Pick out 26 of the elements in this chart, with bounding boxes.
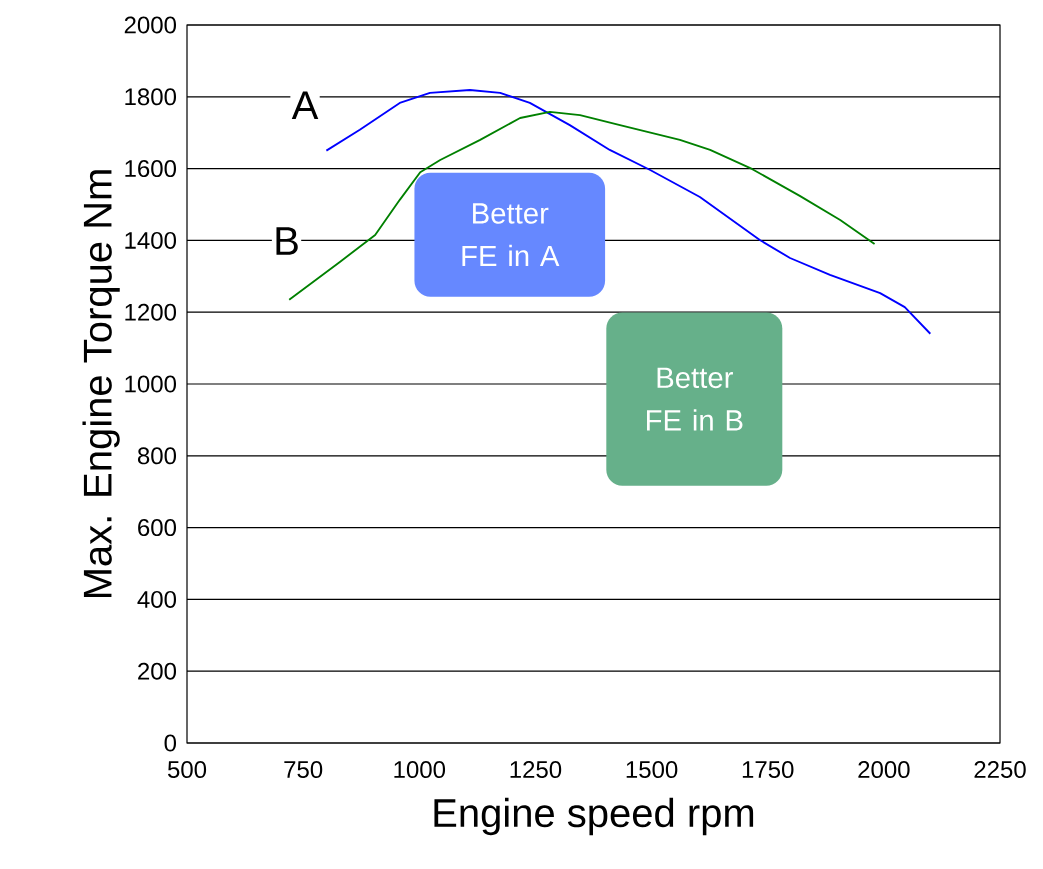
x-tick-label: 1750 <box>742 761 794 779</box>
y-tick-label: 1200 <box>125 303 177 321</box>
x-tick-label: 1000 <box>394 761 446 779</box>
annotation: Better FE in A <box>462 203 560 267</box>
y-tick-label: 0 <box>164 734 177 752</box>
y-tick-label: 200 <box>138 662 177 680</box>
x-tick-label: 750 <box>284 761 323 779</box>
annotation: Better FE in B <box>647 367 743 431</box>
y-tick-label: 1600 <box>125 160 177 178</box>
x-tick-label: 500 <box>167 761 207 779</box>
y-tick-label: 1800 <box>125 88 177 106</box>
y-tick-label: 1000 <box>125 375 177 393</box>
y-tick-label: 800 <box>137 447 177 465</box>
y-tick-label: 2000 <box>124 16 177 34</box>
x-tick-label: 2250 <box>974 761 1026 779</box>
series-label: A <box>291 91 319 120</box>
x-tick-label: 1500 <box>626 761 678 779</box>
x-axis-title: Engine speed rpm <box>434 797 754 836</box>
y-tick-label: 1400 <box>125 231 177 249</box>
line-series <box>325 89 932 335</box>
y-tick-label: 400 <box>137 590 177 608</box>
series-label: B <box>276 227 298 255</box>
y-tick-label: 600 <box>138 519 177 537</box>
y-axis-title: Max. Engine Torque Nm <box>82 170 120 598</box>
x-tick-label: 1250 <box>510 761 562 779</box>
x-tick-label: 2000 <box>858 761 910 779</box>
